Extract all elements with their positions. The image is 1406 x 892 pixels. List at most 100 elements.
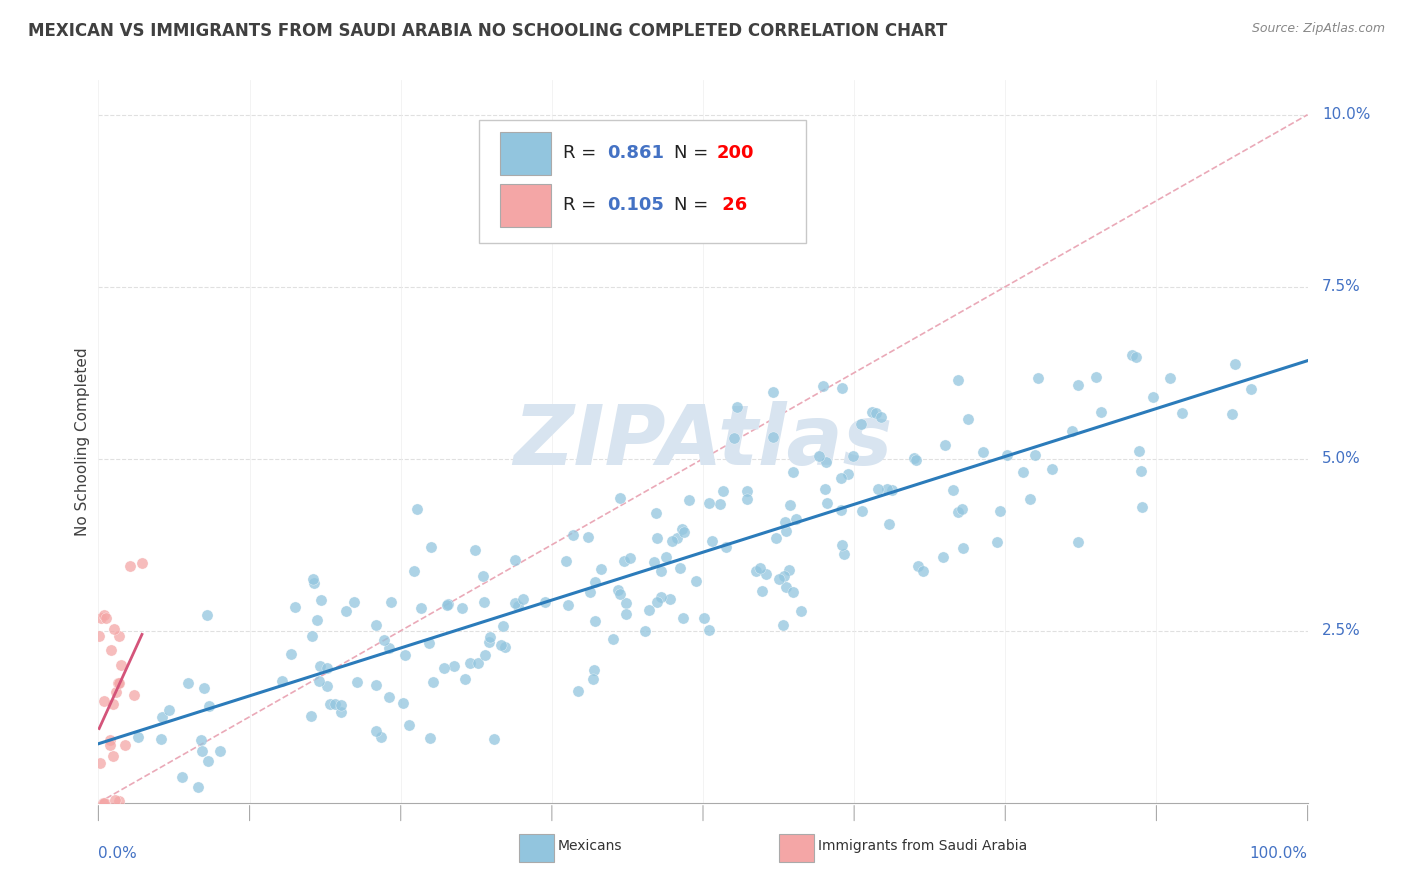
Point [672, 524, 695, 539]
Point [299, 708, 322, 723]
Point [467, 656, 489, 670]
Point [692, 611, 714, 625]
Point [606, 583, 628, 598]
Text: 0.0%: 0.0% [98, 847, 138, 861]
Point [619, 550, 641, 565]
Point [1121, 348, 1143, 362]
Point [995, 448, 1018, 462]
Point [364, 618, 387, 632]
Point [772, 568, 794, 582]
Point [1090, 404, 1112, 418]
Point [851, 504, 873, 518]
FancyBboxPatch shape [501, 184, 551, 227]
Point [398, 718, 420, 732]
Point [583, 663, 606, 677]
Point [89, 629, 111, 643]
Point [775, 581, 797, 595]
Point [650, 590, 672, 604]
Point [699, 623, 721, 637]
Point [105, 685, 128, 699]
Text: Mexicans: Mexicans [558, 839, 623, 853]
Point [609, 587, 631, 601]
Point [1171, 405, 1194, 419]
Point [775, 524, 797, 538]
Point [120, 558, 142, 573]
Point [716, 540, 738, 554]
Point [450, 601, 472, 615]
Point [93, 694, 115, 708]
Point [308, 674, 330, 689]
Point [583, 614, 606, 628]
Point [1040, 462, 1063, 476]
Point [1223, 357, 1246, 371]
Point [157, 703, 180, 717]
Point [89, 756, 111, 770]
Point [98, 732, 121, 747]
Point [316, 679, 339, 693]
Text: 0.861: 0.861 [607, 145, 665, 162]
Point [952, 541, 974, 555]
Point [474, 595, 496, 609]
Point [370, 730, 392, 744]
Point [316, 661, 339, 675]
Point [190, 733, 212, 747]
Point [903, 450, 925, 465]
Point [589, 562, 612, 576]
Point [831, 381, 853, 395]
Point [1125, 351, 1147, 365]
Point [672, 611, 695, 625]
Point [638, 603, 661, 617]
Point [437, 597, 460, 611]
Point [609, 491, 631, 505]
Point [108, 675, 131, 690]
Point [494, 640, 516, 654]
Point [790, 604, 813, 618]
Point [309, 593, 332, 607]
Point [534, 594, 557, 608]
Point [832, 547, 855, 561]
Text: 5.0%: 5.0% [1322, 451, 1361, 467]
Point [380, 595, 402, 609]
Point [1239, 382, 1261, 396]
Point [443, 659, 465, 673]
Point [270, 673, 292, 688]
Point [579, 585, 602, 599]
Point [830, 471, 852, 485]
Text: MEXICAN VS IMMIGRANTS FROM SAUDI ARABIA NO SCHOOLING COMPLETED CORRELATION CHART: MEXICAN VS IMMIGRANTS FROM SAUDI ARABIA … [28, 22, 948, 40]
Point [190, 743, 212, 757]
Point [103, 697, 125, 711]
Point [868, 482, 890, 496]
Point [506, 599, 529, 613]
Point [284, 599, 307, 614]
Point [654, 550, 676, 565]
Point [860, 405, 883, 419]
Point [307, 613, 329, 627]
Text: 200: 200 [716, 145, 754, 162]
Point [1018, 492, 1040, 507]
Point [880, 483, 903, 497]
Text: 0.105: 0.105 [607, 196, 665, 214]
Point [988, 503, 1011, 517]
Point [343, 595, 366, 609]
Point [772, 618, 794, 632]
Point [107, 676, 129, 690]
FancyBboxPatch shape [519, 834, 554, 862]
Point [972, 444, 994, 458]
Point [614, 596, 637, 610]
Point [557, 598, 579, 612]
Point [870, 410, 893, 425]
Point [808, 449, 831, 463]
Point [478, 635, 501, 649]
Point [346, 675, 368, 690]
Point [876, 483, 898, 497]
Point [489, 638, 512, 652]
Text: N =: N = [673, 145, 714, 162]
Point [1220, 408, 1243, 422]
Point [94, 611, 117, 625]
Point [907, 558, 929, 573]
Point [659, 591, 682, 606]
Point [302, 575, 325, 590]
Point [512, 591, 534, 606]
Point [103, 749, 125, 764]
Point [702, 533, 724, 548]
